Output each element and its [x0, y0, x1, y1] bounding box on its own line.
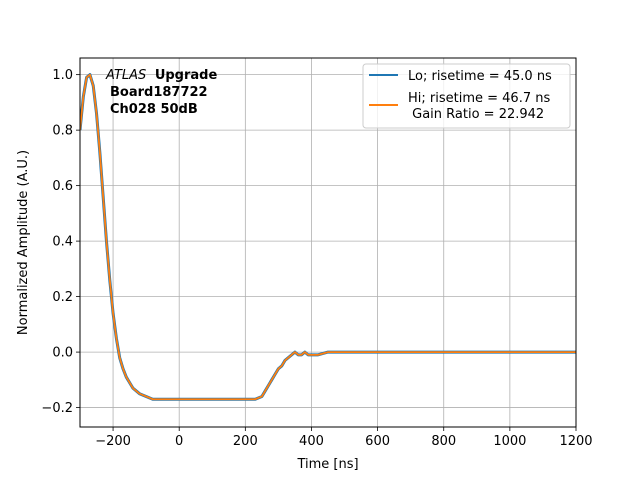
- series-layer: [80, 73, 576, 401]
- y-tick-label: 0.4: [52, 235, 73, 250]
- x-tick-label: 0: [175, 434, 183, 449]
- legend: Lo; risetime = 45.0 ns Hi; risetime = 46…: [362, 63, 571, 129]
- x-tick-label: 400: [299, 434, 324, 449]
- x-tick-label: 1200: [559, 434, 592, 449]
- annotation-upgrade: Upgrade: [155, 68, 218, 83]
- annotation-line-3: Ch028 50dB: [110, 102, 198, 117]
- y-axis-label: Normalized Amplitude (A.U.): [16, 150, 31, 335]
- y-tick-label: −0.2: [41, 401, 73, 416]
- y-tick-label: 1.0: [52, 68, 73, 83]
- legend-label-hi: Hi; risetime = 46.7 ns Gain Ratio = 22.9…: [408, 91, 550, 122]
- y-tick-label: 0.2: [52, 290, 73, 305]
- y-tick-label: 0.6: [52, 179, 73, 194]
- series-line-hi: [80, 73, 576, 401]
- x-tick-label: 1000: [493, 434, 526, 449]
- annotation-atlas: ATLAS: [105, 68, 146, 83]
- annotation-line-1: ATLAS Upgrade: [105, 68, 217, 83]
- x-tick-label: −200: [95, 434, 131, 449]
- x-axis-label: Time [ns]: [296, 457, 358, 472]
- y-tick-label: 0.0: [52, 346, 73, 361]
- x-tick-label: 800: [431, 434, 456, 449]
- x-tick-label: 600: [365, 434, 390, 449]
- legend-label-lo: Lo; risetime = 45.0 ns: [408, 69, 552, 84]
- annotation-line-2: Board187722: [110, 85, 208, 100]
- x-tick-label: 200: [233, 434, 258, 449]
- legend-box: [362, 63, 571, 129]
- atlas-annotation: ATLAS Upgrade Board187722 Ch028 50dB: [105, 68, 217, 117]
- ticks: −200 0 200 400 600 800 1000 1200 −0.2 0.0 0.2 0.4 0.…: [41, 68, 592, 449]
- plot-frame: [79, 57, 577, 428]
- y-tick-label: 0.8: [52, 124, 73, 139]
